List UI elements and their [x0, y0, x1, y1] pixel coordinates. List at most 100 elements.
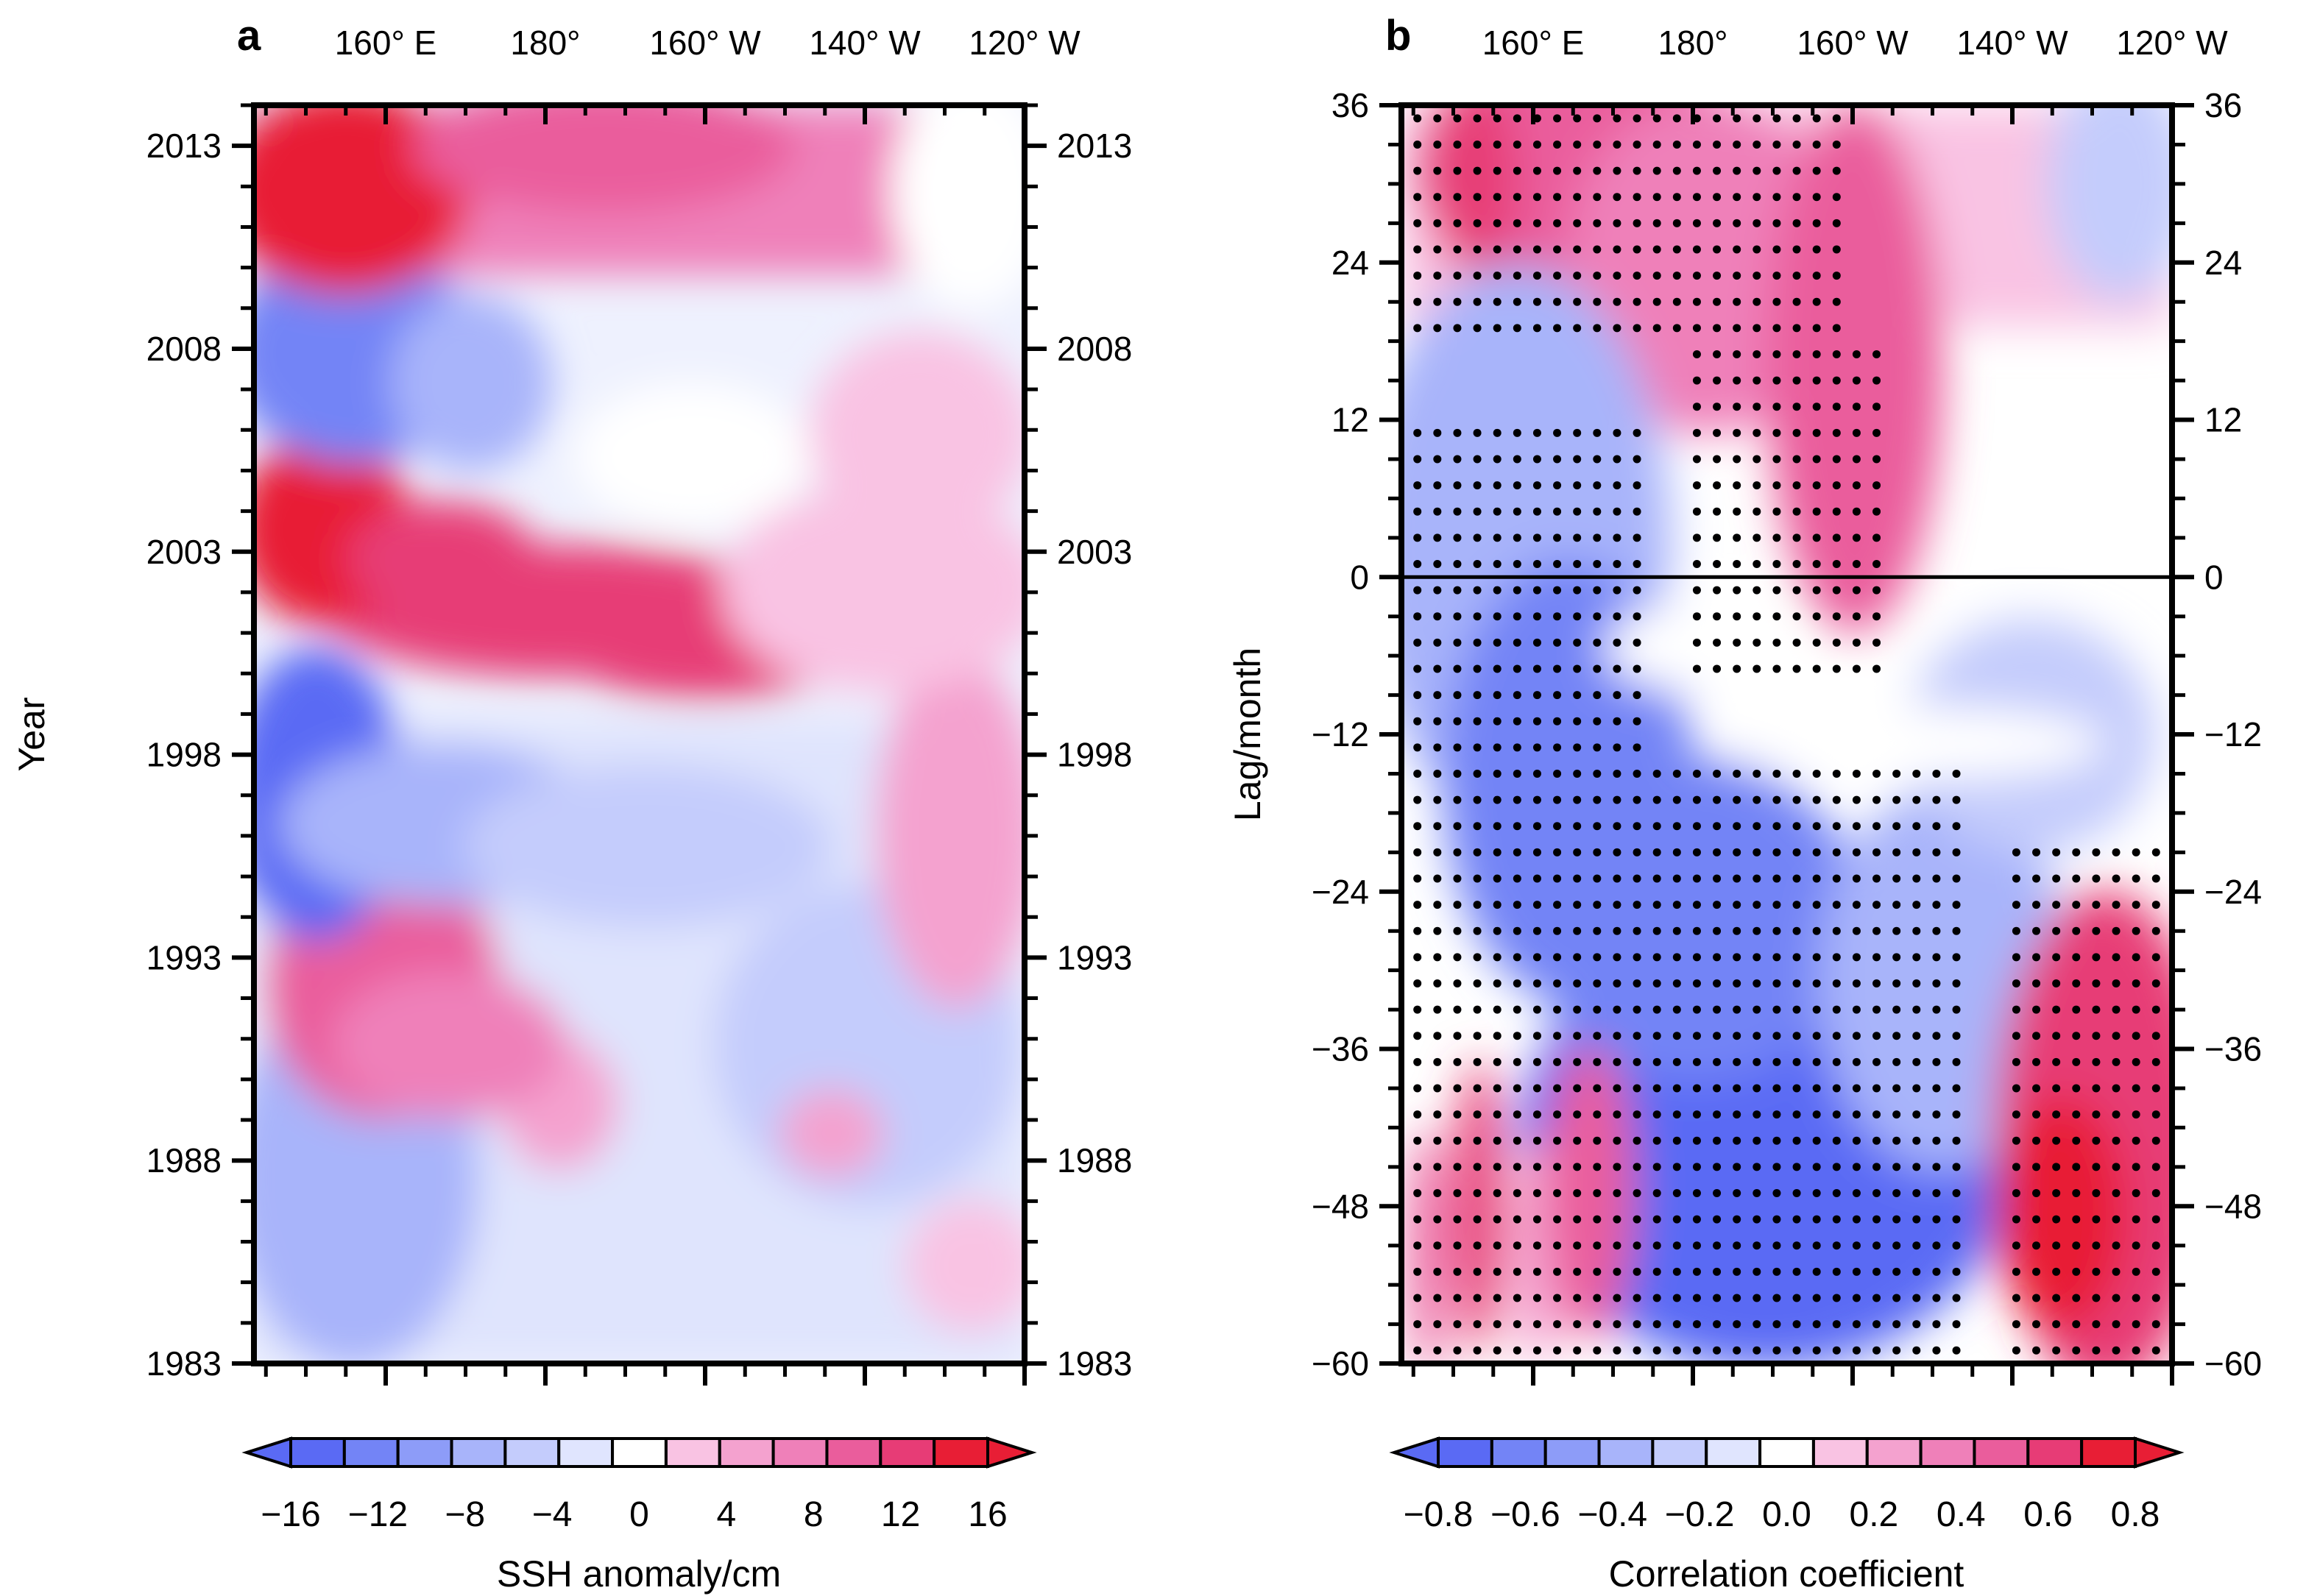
y-tick-label-right: 36: [2204, 86, 2242, 124]
significance-dot: [1812, 612, 1821, 621]
significance-dot: [1433, 795, 1442, 804]
y-tick-label-left: 1993: [146, 938, 222, 976]
significance-dot: [1932, 1215, 1941, 1224]
significance-dot: [1713, 901, 1722, 909]
significance-dot: [1872, 507, 1881, 516]
significance-dot: [1433, 219, 1442, 227]
significance-dot: [1473, 245, 1482, 254]
significance-dot: [1593, 1241, 1602, 1250]
significance-dot: [1453, 1057, 1462, 1066]
significance-dot: [1852, 1267, 1861, 1276]
significance-dot: [1792, 1320, 1801, 1329]
significance-dot: [1652, 1032, 1661, 1040]
significance-dot: [1513, 193, 1521, 202]
significance-dot: [1713, 1241, 1722, 1250]
significance-dot: [1733, 979, 1741, 987]
significance-dot: [1553, 166, 1562, 175]
significance-dot: [1832, 926, 1841, 935]
significance-dot: [1433, 1294, 1442, 1302]
significance-dot: [2072, 926, 2081, 935]
significance-dot: [1433, 1057, 1442, 1066]
colorbar-tick-label: −8: [445, 1495, 485, 1534]
significance-dot: [1713, 926, 1722, 935]
significance-dot: [1812, 1294, 1821, 1302]
significance-dot: [1593, 848, 1602, 856]
significance-dot: [1473, 1188, 1482, 1197]
significance-dot: [1832, 428, 1841, 437]
significance-dot: [1872, 376, 1881, 385]
significance-dot: [1772, 586, 1781, 595]
significance-dot: [1652, 166, 1661, 175]
significance-dot: [1613, 638, 1621, 647]
significance-dot: [1573, 638, 1582, 647]
significance-dot: [1812, 1084, 1821, 1093]
significance-dot: [1932, 1084, 1941, 1093]
panel-b-ylabel: Lag/month: [1227, 648, 1268, 821]
significance-dot: [1553, 1294, 1562, 1302]
significance-dot: [1532, 901, 1541, 909]
significance-dot: [1753, 481, 1761, 490]
significance-dot: [2092, 1032, 2101, 1040]
x-tick-label: 160° W: [649, 24, 761, 62]
significance-dot: [1733, 455, 1741, 464]
significance-dot: [1753, 979, 1761, 987]
significance-dot: [1433, 1241, 1442, 1250]
significance-dot: [1473, 272, 1482, 280]
significance-dot: [1932, 769, 1941, 778]
significance-dot: [1633, 114, 1641, 123]
significance-dot: [1753, 1346, 1761, 1355]
significance-dot: [1433, 979, 1442, 987]
significance-dot: [1413, 717, 1422, 726]
significance-dot: [1413, 272, 1422, 280]
significance-dot: [2092, 874, 2101, 883]
significance-dot: [1513, 1032, 1521, 1040]
significance-dot: [1433, 559, 1442, 568]
colorbar-swatch: [557, 1437, 615, 1468]
significance-dot: [1733, 140, 1741, 149]
significance-dot: [1473, 481, 1482, 490]
significance-dot: [1872, 848, 1881, 856]
significance-dot: [1652, 245, 1661, 254]
colorbar-swatch: [1490, 1437, 1547, 1468]
significance-dot: [2112, 1057, 2121, 1066]
significance-dot: [1553, 691, 1562, 700]
significance-dot: [1513, 1084, 1521, 1093]
significance-dot: [1453, 1267, 1462, 1276]
significance-dot: [1553, 1346, 1562, 1355]
significance-dot: [1692, 140, 1701, 149]
significance-dot: [1713, 140, 1722, 149]
significance-dot: [1633, 612, 1641, 621]
significance-dot: [2092, 1320, 2101, 1329]
significance-dot: [1493, 1084, 1502, 1093]
significance-dot: [1652, 1110, 1661, 1119]
significance-dot: [1433, 324, 1442, 333]
significance-dot: [1733, 848, 1741, 856]
significance-dot: [1433, 1136, 1442, 1145]
y-tick-label-left: 2008: [146, 330, 222, 368]
y-tick-label-left: 36: [1331, 86, 1369, 124]
significance-dot: [1912, 1005, 1921, 1014]
significance-dot: [2112, 1005, 2121, 1014]
significance-dot: [1733, 1294, 1741, 1302]
significance-dot: [1633, 428, 1641, 437]
significance-dot: [1832, 874, 1841, 883]
significance-dot: [1553, 743, 1562, 752]
significance-dot: [1772, 1110, 1781, 1119]
significance-dot: [1892, 1215, 1901, 1224]
significance-dot: [2112, 979, 2121, 987]
significance-dot: [1433, 297, 1442, 306]
significance-dot: [1493, 691, 1502, 700]
significance-dot: [1652, 1346, 1661, 1355]
significance-dot: [1493, 769, 1502, 778]
significance-dot: [2052, 926, 2061, 935]
significance-dot: [2032, 1084, 2041, 1093]
significance-dot: [1433, 664, 1442, 673]
significance-dot: [1593, 245, 1602, 254]
significance-dot: [2092, 926, 2101, 935]
colorbar-a: −16 −12 −8 −4 0 4 8 12 16: [241, 1436, 1037, 1534]
significance-dot: [1473, 848, 1482, 856]
significance-dot: [1753, 507, 1761, 516]
significance-dot: [1473, 114, 1482, 123]
significance-dot: [1573, 481, 1582, 490]
significance-dot: [1912, 822, 1921, 831]
